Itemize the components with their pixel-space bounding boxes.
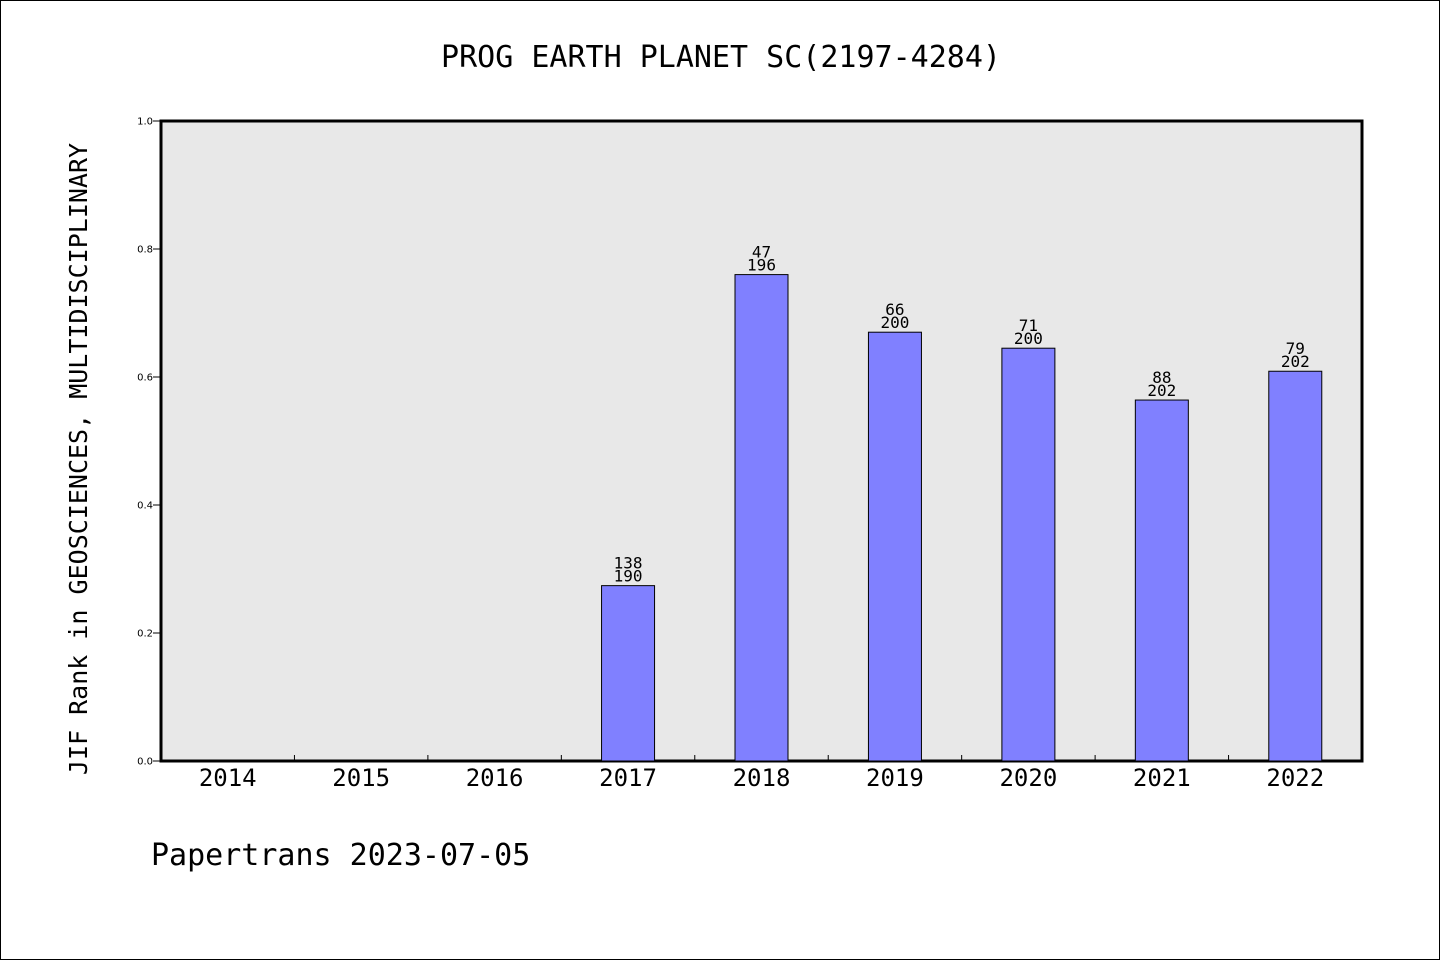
bar-total-label: 196	[747, 256, 776, 275]
x-tick-label: 2021	[1133, 764, 1191, 792]
x-axis: 2014 2015 2016 2017 2018 2019 2020 2021 2022	[199, 755, 1324, 792]
y-tick-label: 0.6	[137, 373, 153, 384]
chart-title: PROG EARTH PLANET SC(2197-4284)	[441, 40, 1001, 75]
x-tick-label: 2022	[1266, 764, 1324, 792]
y-tick-label: 0.0	[137, 757, 153, 768]
bar-rank-label: 66	[885, 300, 904, 319]
y-tick-label: 1.0	[137, 117, 153, 128]
x-tick-label: 2019	[866, 764, 924, 792]
bar-series	[601, 274, 1323, 762]
bar-total-label: 202	[1147, 381, 1176, 400]
bar	[1134, 399, 1189, 762]
bar	[867, 331, 922, 762]
bar-rank-label: 47	[752, 243, 771, 262]
bar-total-label: 200	[1014, 329, 1043, 348]
bar	[734, 274, 789, 762]
x-tick-label: 2015	[332, 764, 390, 792]
bar-total-label: 202	[1281, 352, 1310, 371]
x-tick-label: 2017	[599, 764, 657, 792]
bar	[601, 585, 656, 762]
y-tick-label: 0.4	[137, 501, 153, 512]
y-axis: 0.0 0.2 0.4 0.6 0.8 1.0	[137, 117, 161, 768]
bar-total-label: 200	[880, 313, 909, 332]
bar-total-label: 190	[614, 567, 643, 586]
y-tick-label: 0.2	[137, 629, 153, 640]
y-axis-label: JIF Rank in GEOSCIENCES, MULTIDISCIPLINA…	[64, 143, 93, 775]
bar	[1268, 370, 1323, 762]
bar-rank-label: 138	[614, 554, 643, 573]
bar-rank-label: 79	[1286, 339, 1305, 358]
y-tick-label: 0.8	[137, 245, 153, 256]
x-tick-label: 2014	[199, 764, 257, 792]
bar	[1001, 347, 1056, 762]
bar-rank-label: 88	[1152, 368, 1171, 387]
footer-credit: Papertrans 2023-07-05	[151, 838, 530, 873]
bar-rank-label: 71	[1019, 316, 1038, 335]
x-tick-label: 2020	[999, 764, 1057, 792]
x-tick-label: 2016	[466, 764, 524, 792]
x-tick-label: 2018	[733, 764, 791, 792]
